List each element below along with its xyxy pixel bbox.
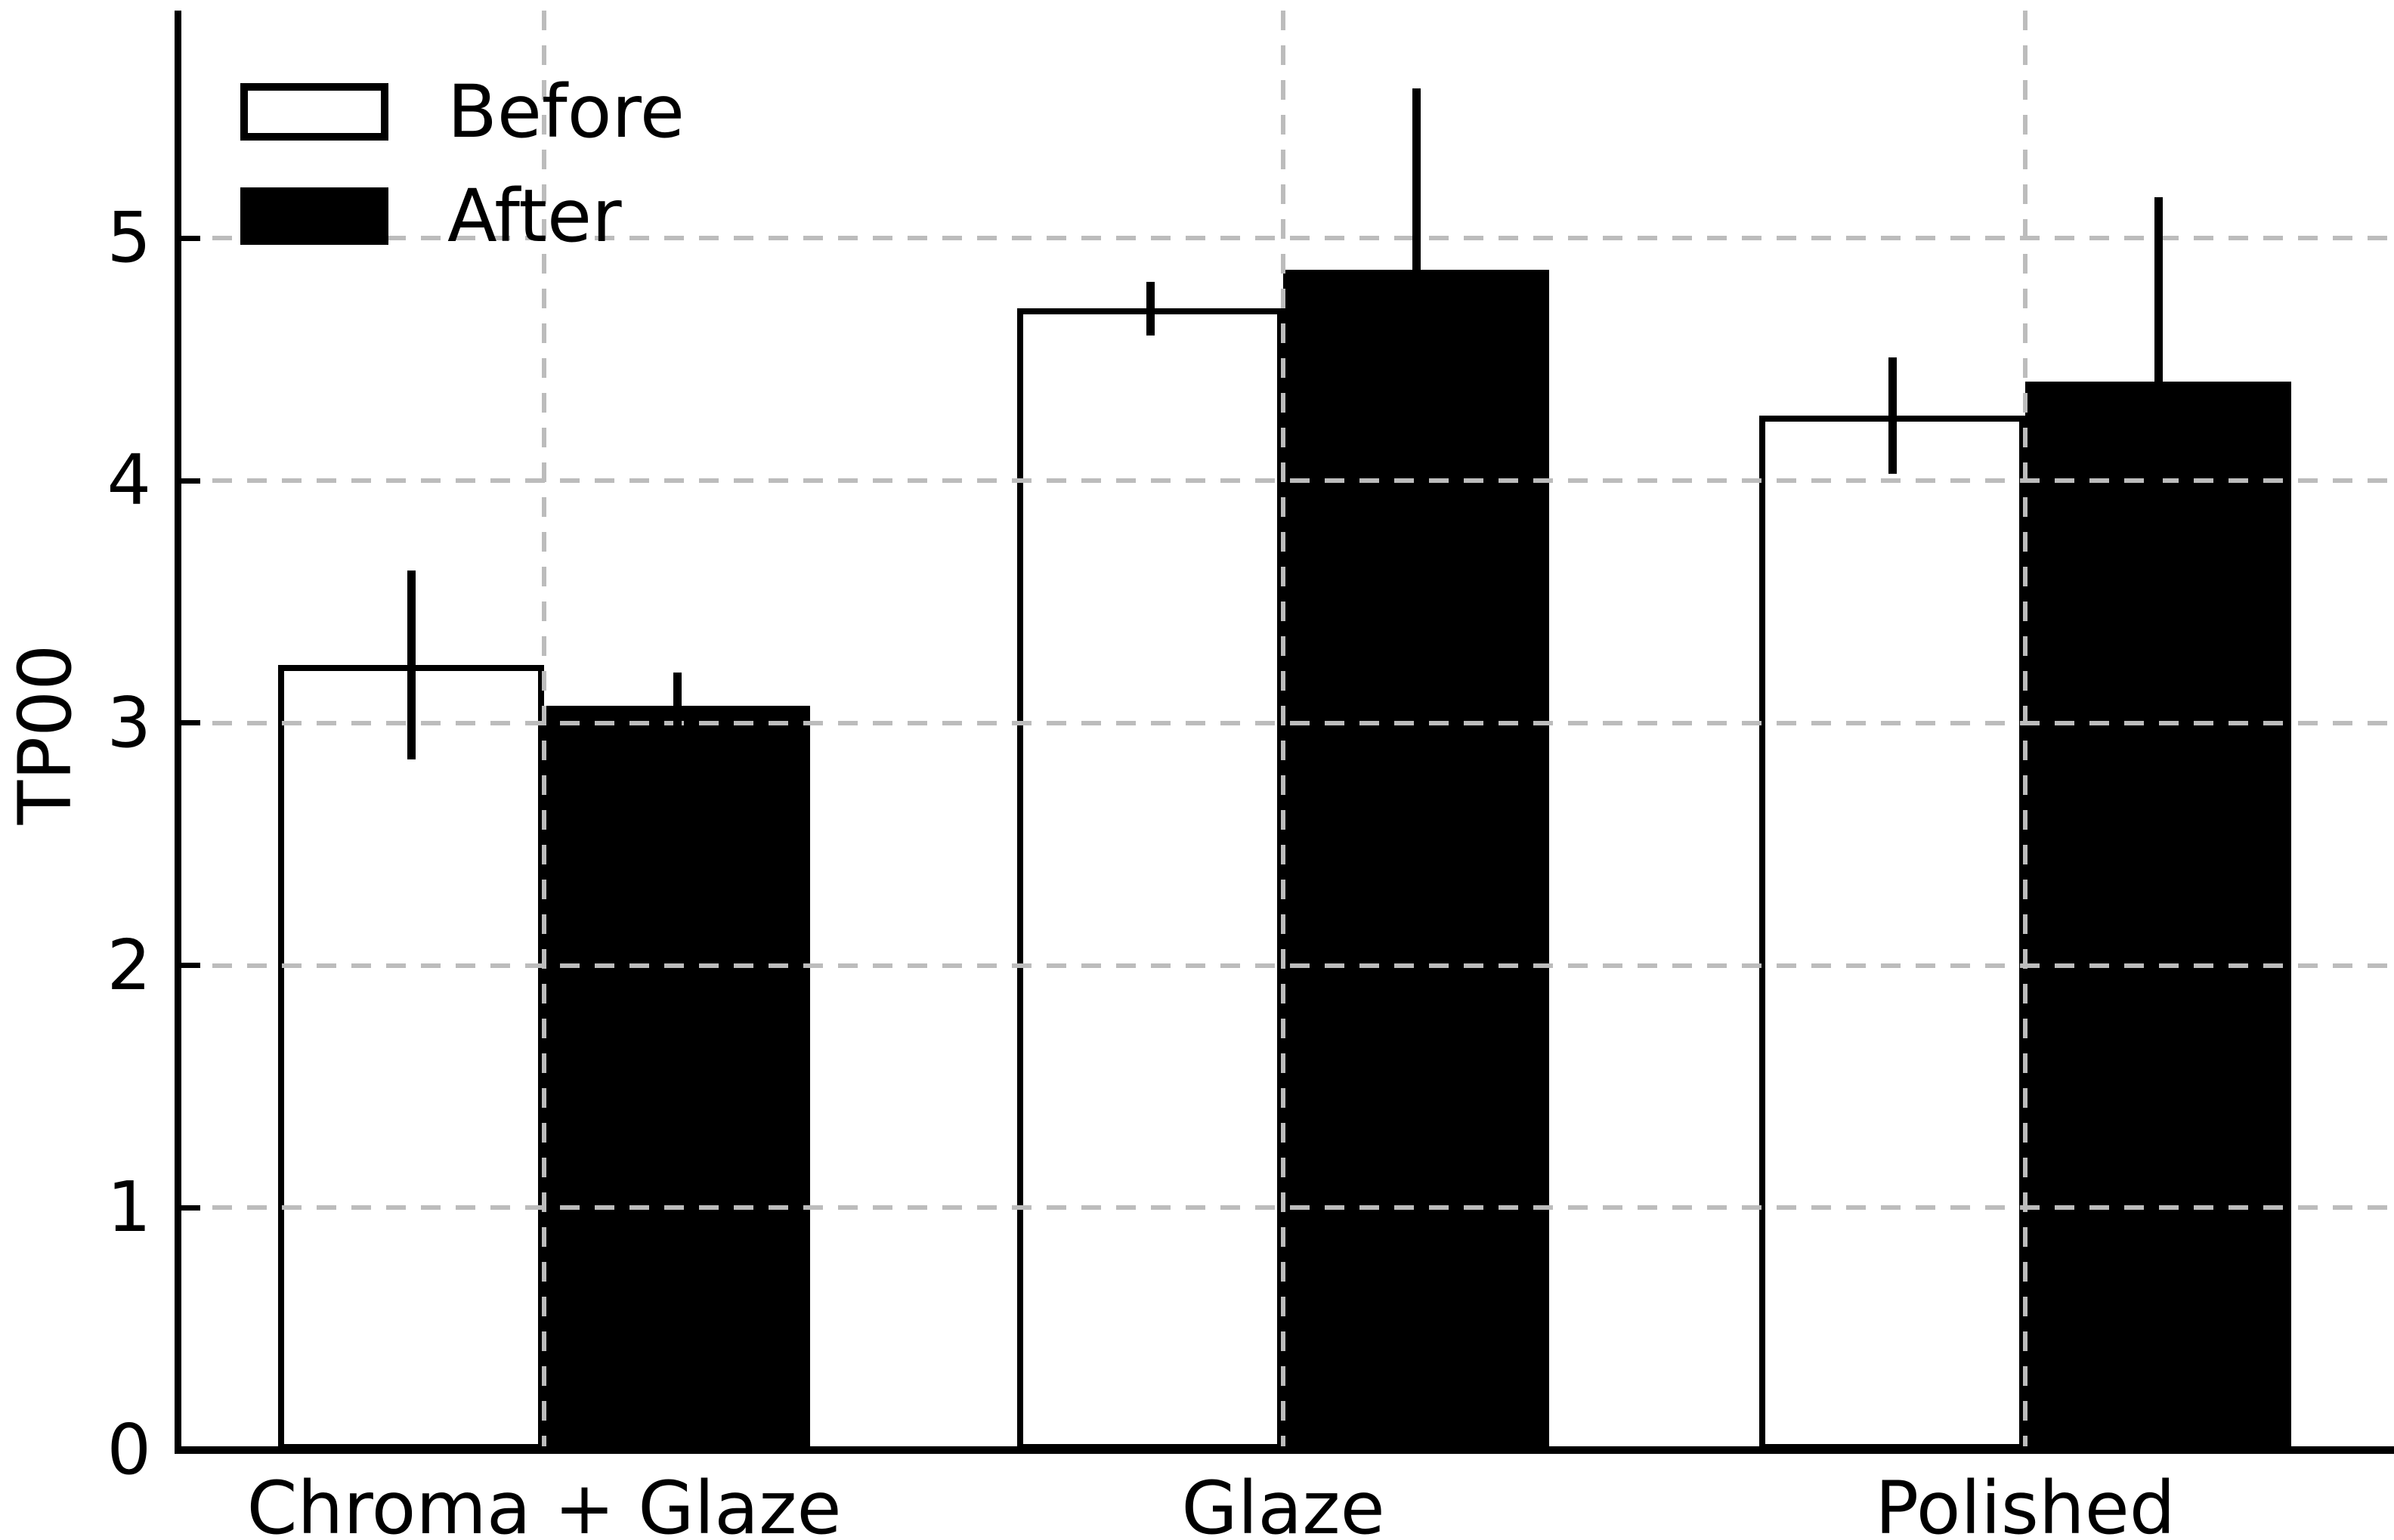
errorbar-after-0 <box>673 672 682 741</box>
legend-swatch-before-icon <box>240 83 388 141</box>
errorbar-after-2 <box>2154 196 2163 566</box>
gridline-y-5 <box>178 236 2394 241</box>
bar-after-1 <box>1283 270 1549 1450</box>
y-tick-label-0: 0 <box>107 1409 151 1490</box>
legend-label-after: After <box>447 174 622 258</box>
y-axis <box>175 11 181 1454</box>
y-tick-label-3: 3 <box>107 682 151 763</box>
errorbar-before-2 <box>1888 357 1897 474</box>
legend-item-before: Before <box>240 76 685 148</box>
gridline-y-3 <box>178 720 2394 725</box>
y-tick-3 <box>178 720 200 726</box>
gridline-x-1 <box>1281 11 1285 1450</box>
y-tick-2 <box>178 963 200 969</box>
x-tick-label-0: Chroma + Glaze <box>246 1466 842 1540</box>
y-tick-1 <box>178 1204 200 1211</box>
gridline-x-0 <box>542 11 546 1450</box>
gridline-y-1 <box>178 1205 2394 1211</box>
y-tick-label-1: 1 <box>107 1167 151 1248</box>
y-tick-5 <box>178 235 200 241</box>
errorbar-before-0 <box>407 570 416 759</box>
bar-before-2 <box>1759 415 2025 1450</box>
y-tick-0 <box>178 1447 200 1453</box>
gridline-x-2 <box>2023 11 2027 1450</box>
legend-item-after: After <box>240 180 685 252</box>
gridline-y-2 <box>178 963 2394 968</box>
bar-after-0 <box>544 706 810 1450</box>
legend: Before After <box>240 76 685 292</box>
y-tick-label-5: 5 <box>107 197 151 279</box>
legend-swatch-after-icon <box>240 187 388 245</box>
legend-label-before: Before <box>447 70 685 154</box>
errorbar-after-1 <box>1412 88 1421 452</box>
bar-before-1 <box>1017 308 1283 1450</box>
gridline-y-4 <box>178 478 2394 484</box>
bar-before-0 <box>278 664 544 1450</box>
errorbar-before-1 <box>1146 282 1155 336</box>
y-tick-label-2: 2 <box>107 924 151 1006</box>
y-tick-4 <box>178 478 200 484</box>
x-axis <box>175 1446 2394 1454</box>
x-tick-label-2: Polished <box>1875 1466 2176 1540</box>
y-tick-label-4: 4 <box>107 440 151 521</box>
x-tick-label-1: Glaze <box>1181 1466 1385 1540</box>
